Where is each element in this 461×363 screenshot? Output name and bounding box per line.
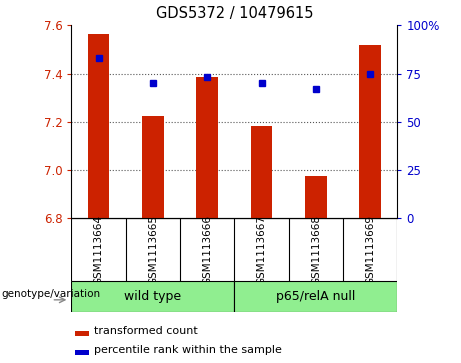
- Text: genotype/variation: genotype/variation: [1, 289, 100, 299]
- Text: GSM1113668: GSM1113668: [311, 215, 321, 285]
- Text: GSM1113664: GSM1113664: [94, 215, 104, 285]
- Text: wild type: wild type: [124, 290, 182, 303]
- Text: GSM1113667: GSM1113667: [257, 215, 266, 285]
- Bar: [75, 350, 89, 355]
- Text: p65/relA null: p65/relA null: [276, 290, 355, 303]
- Bar: [251, 126, 272, 218]
- Bar: [142, 115, 164, 218]
- Bar: [360, 45, 381, 218]
- Text: transformed count: transformed count: [94, 326, 198, 337]
- Bar: [71, 281, 234, 312]
- Text: GSM1113666: GSM1113666: [202, 215, 212, 285]
- Bar: [196, 77, 218, 218]
- Bar: [305, 176, 327, 218]
- Text: percentile rank within the sample: percentile rank within the sample: [94, 345, 282, 355]
- Text: GSM1113669: GSM1113669: [365, 215, 375, 285]
- Bar: [75, 331, 89, 336]
- Bar: [88, 34, 109, 218]
- Text: GSM1113665: GSM1113665: [148, 215, 158, 285]
- Title: GDS5372 / 10479615: GDS5372 / 10479615: [156, 7, 313, 21]
- Bar: [234, 281, 397, 312]
